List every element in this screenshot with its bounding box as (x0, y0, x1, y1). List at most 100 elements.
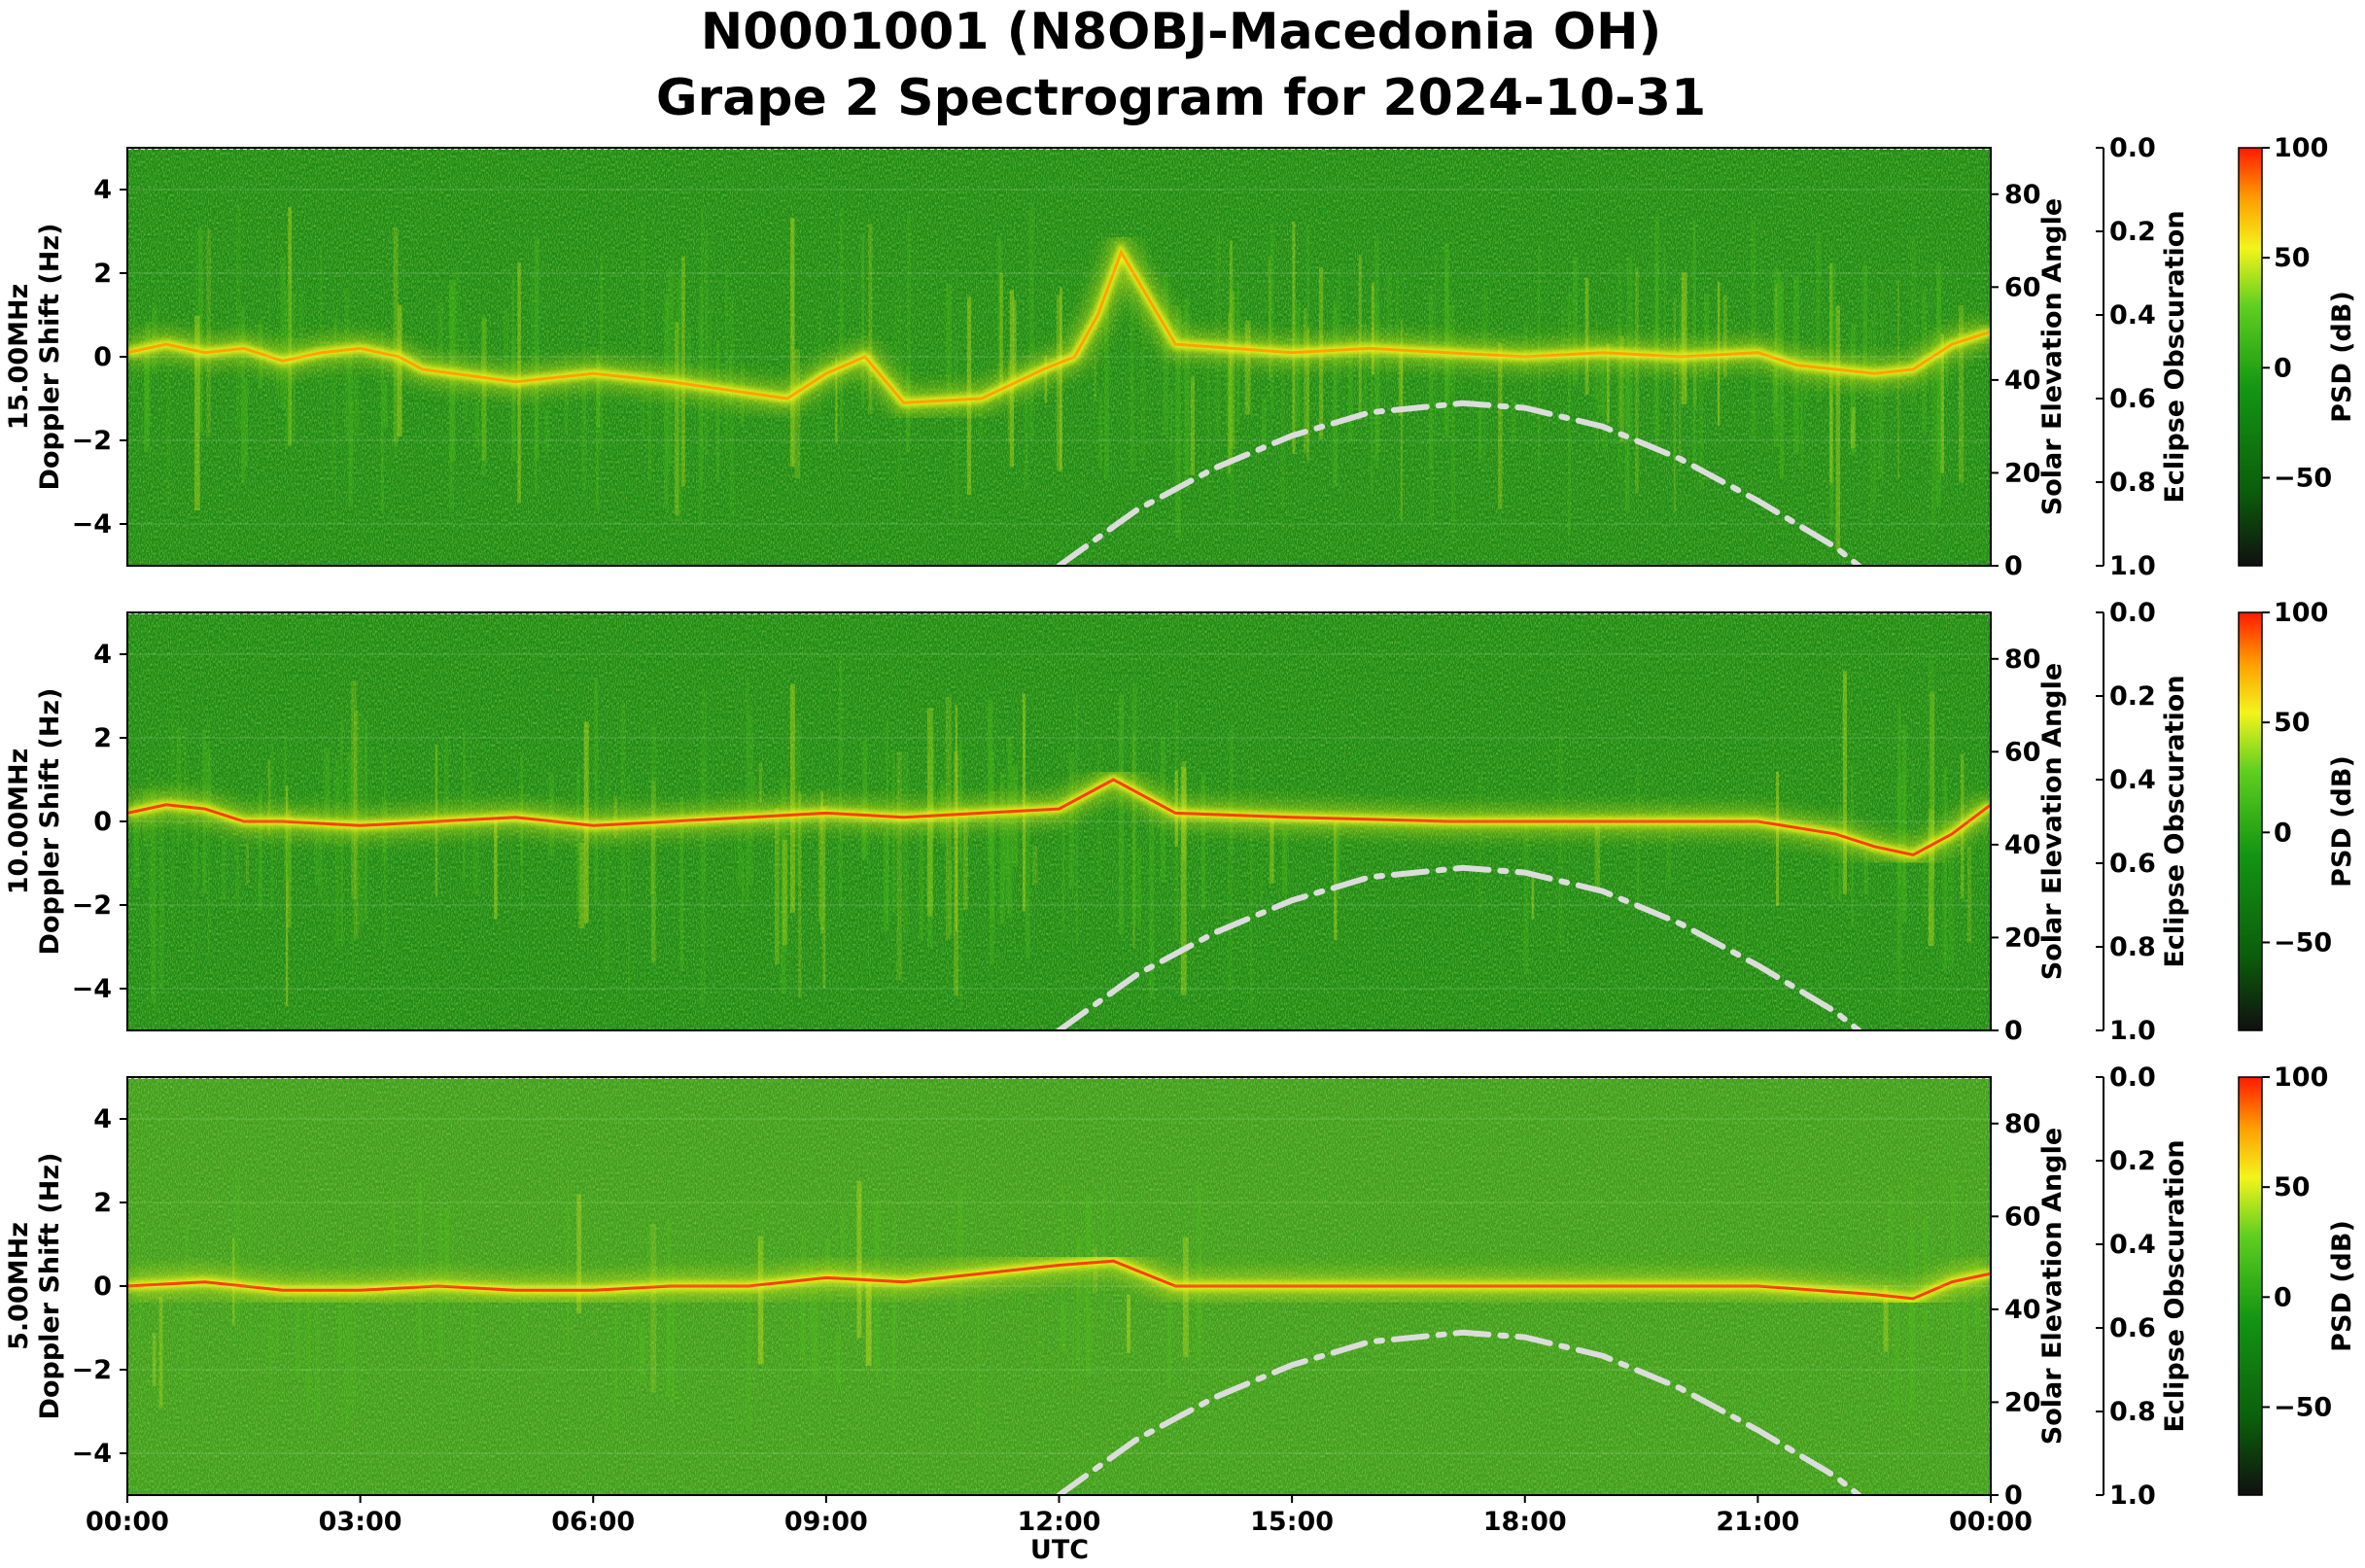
spread-streak (194, 315, 200, 511)
spread-streak (1225, 366, 1231, 427)
spread-streak (494, 816, 498, 920)
spread-streak (1269, 817, 1274, 884)
spread-streak (978, 394, 984, 440)
eclipse-axis-label: Eclipse Obscuration (2160, 1139, 2190, 1432)
spread-streak (700, 208, 704, 451)
spread-streak (809, 1257, 814, 1336)
spread-streak (1077, 1240, 1080, 1393)
spread-streak (812, 1277, 818, 1383)
spread-streak (999, 272, 1004, 388)
spread-streak (152, 1333, 157, 1386)
spread-streak (463, 731, 466, 884)
right-tick-label: 80 (2004, 645, 2041, 675)
spread-streak (330, 362, 334, 480)
y-tick-label: −2 (72, 1355, 112, 1385)
spread-streak (896, 750, 902, 981)
spread-streak (614, 1283, 618, 1430)
right-tick-label: 0 (2004, 551, 2023, 581)
spread-streak (894, 299, 897, 434)
spread-streak (481, 314, 487, 475)
spread-streak (1940, 333, 1944, 473)
spread-streak (338, 1268, 341, 1364)
spread-streak (931, 727, 935, 843)
doppler-trace (127, 778, 1991, 856)
right-axis-label: Solar Elevation Angle (2037, 1128, 2068, 1445)
eclipse-tick-label: 0.6 (2109, 1313, 2156, 1343)
spread-streak (1936, 280, 1942, 464)
spread-streak (1364, 322, 1368, 424)
colorbar-tick-label: 100 (2274, 133, 2328, 163)
spread-streak (1140, 238, 1146, 461)
spread-streak (166, 337, 171, 508)
spread-streak (1902, 776, 1906, 889)
spread-streak (791, 1310, 795, 1356)
spread-streak (333, 317, 336, 528)
spread-streak (504, 309, 509, 375)
eclipse-tick-label: 1.0 (2109, 1481, 2156, 1511)
spread-streak (820, 865, 825, 920)
spread-streak (742, 853, 745, 912)
spread-streak (184, 725, 187, 847)
spread-streak (1227, 371, 1233, 478)
x-tick-label: 00:00 (1949, 1507, 2033, 1537)
spread-streak (145, 321, 151, 427)
x-tick-label: 03:00 (319, 1507, 402, 1537)
spread-streak (789, 683, 795, 914)
spread-streak (990, 749, 994, 965)
spread-streak (258, 787, 262, 911)
spread-streak (333, 758, 340, 833)
spread-streak (1333, 301, 1338, 488)
spread-streak (354, 372, 360, 438)
colorbar (2238, 147, 2263, 567)
spread-streak (135, 1285, 141, 1359)
spread-streak (1444, 272, 1449, 401)
x-tick-label: 15:00 (1250, 1507, 1334, 1537)
spread-streak (1098, 393, 1102, 468)
spread-streak (1075, 693, 1078, 944)
colorbar-tick-label: 0 (2274, 353, 2292, 383)
y-tick-label: −4 (72, 974, 112, 1004)
spread-streak (748, 714, 753, 885)
chart-title-line2: Grape 2 Spectrogram for 2024-10-31 (656, 69, 1706, 127)
spread-streak (1948, 822, 1955, 968)
spread-streak (133, 800, 140, 888)
spread-streak (567, 1186, 570, 1352)
spread-streak (1722, 295, 1727, 378)
right-tick-label: 60 (2004, 1202, 2041, 1232)
spread-streak (999, 772, 1005, 924)
spread-streak (724, 264, 728, 451)
y-axis-label-freq: 10.00MHz (4, 749, 34, 895)
spread-streak (1396, 278, 1399, 370)
spread-streak (1850, 371, 1853, 423)
spread-streak (1335, 817, 1340, 899)
spread-streak (1772, 368, 1776, 410)
spread-streak (596, 350, 600, 510)
spread-streak (176, 726, 182, 845)
spread-streak (1966, 846, 1972, 943)
spread-streak (236, 203, 241, 432)
spread-streak (946, 284, 953, 411)
spread-streak (664, 294, 669, 508)
spread-streak (1071, 1310, 1075, 1388)
spread-streak (1269, 224, 1274, 413)
eclipse-tick-label: 0.4 (2109, 765, 2156, 795)
spread-streak (1557, 727, 1563, 946)
solar-elevation-curve (1056, 400, 1862, 566)
spread-streak (639, 1325, 645, 1381)
spread-streak (1692, 364, 1697, 407)
spread-streak (907, 211, 911, 438)
spread-streak (383, 752, 387, 951)
spread-streak (1068, 751, 1074, 889)
spread-streak (1945, 341, 1949, 388)
spread-streak (1429, 286, 1435, 524)
spread-streak (305, 1278, 311, 1402)
spread-streak (1294, 304, 1301, 428)
spread-streak (1594, 824, 1601, 889)
spread-streak (1206, 359, 1210, 489)
spread-streak (1061, 823, 1065, 934)
eclipse-tick-label: 0.8 (2109, 468, 2156, 498)
spread-streak (324, 748, 330, 843)
colorbar-label: PSD (dB) (2327, 1220, 2357, 1352)
spread-streak (348, 351, 353, 507)
spread-streak (284, 732, 287, 882)
